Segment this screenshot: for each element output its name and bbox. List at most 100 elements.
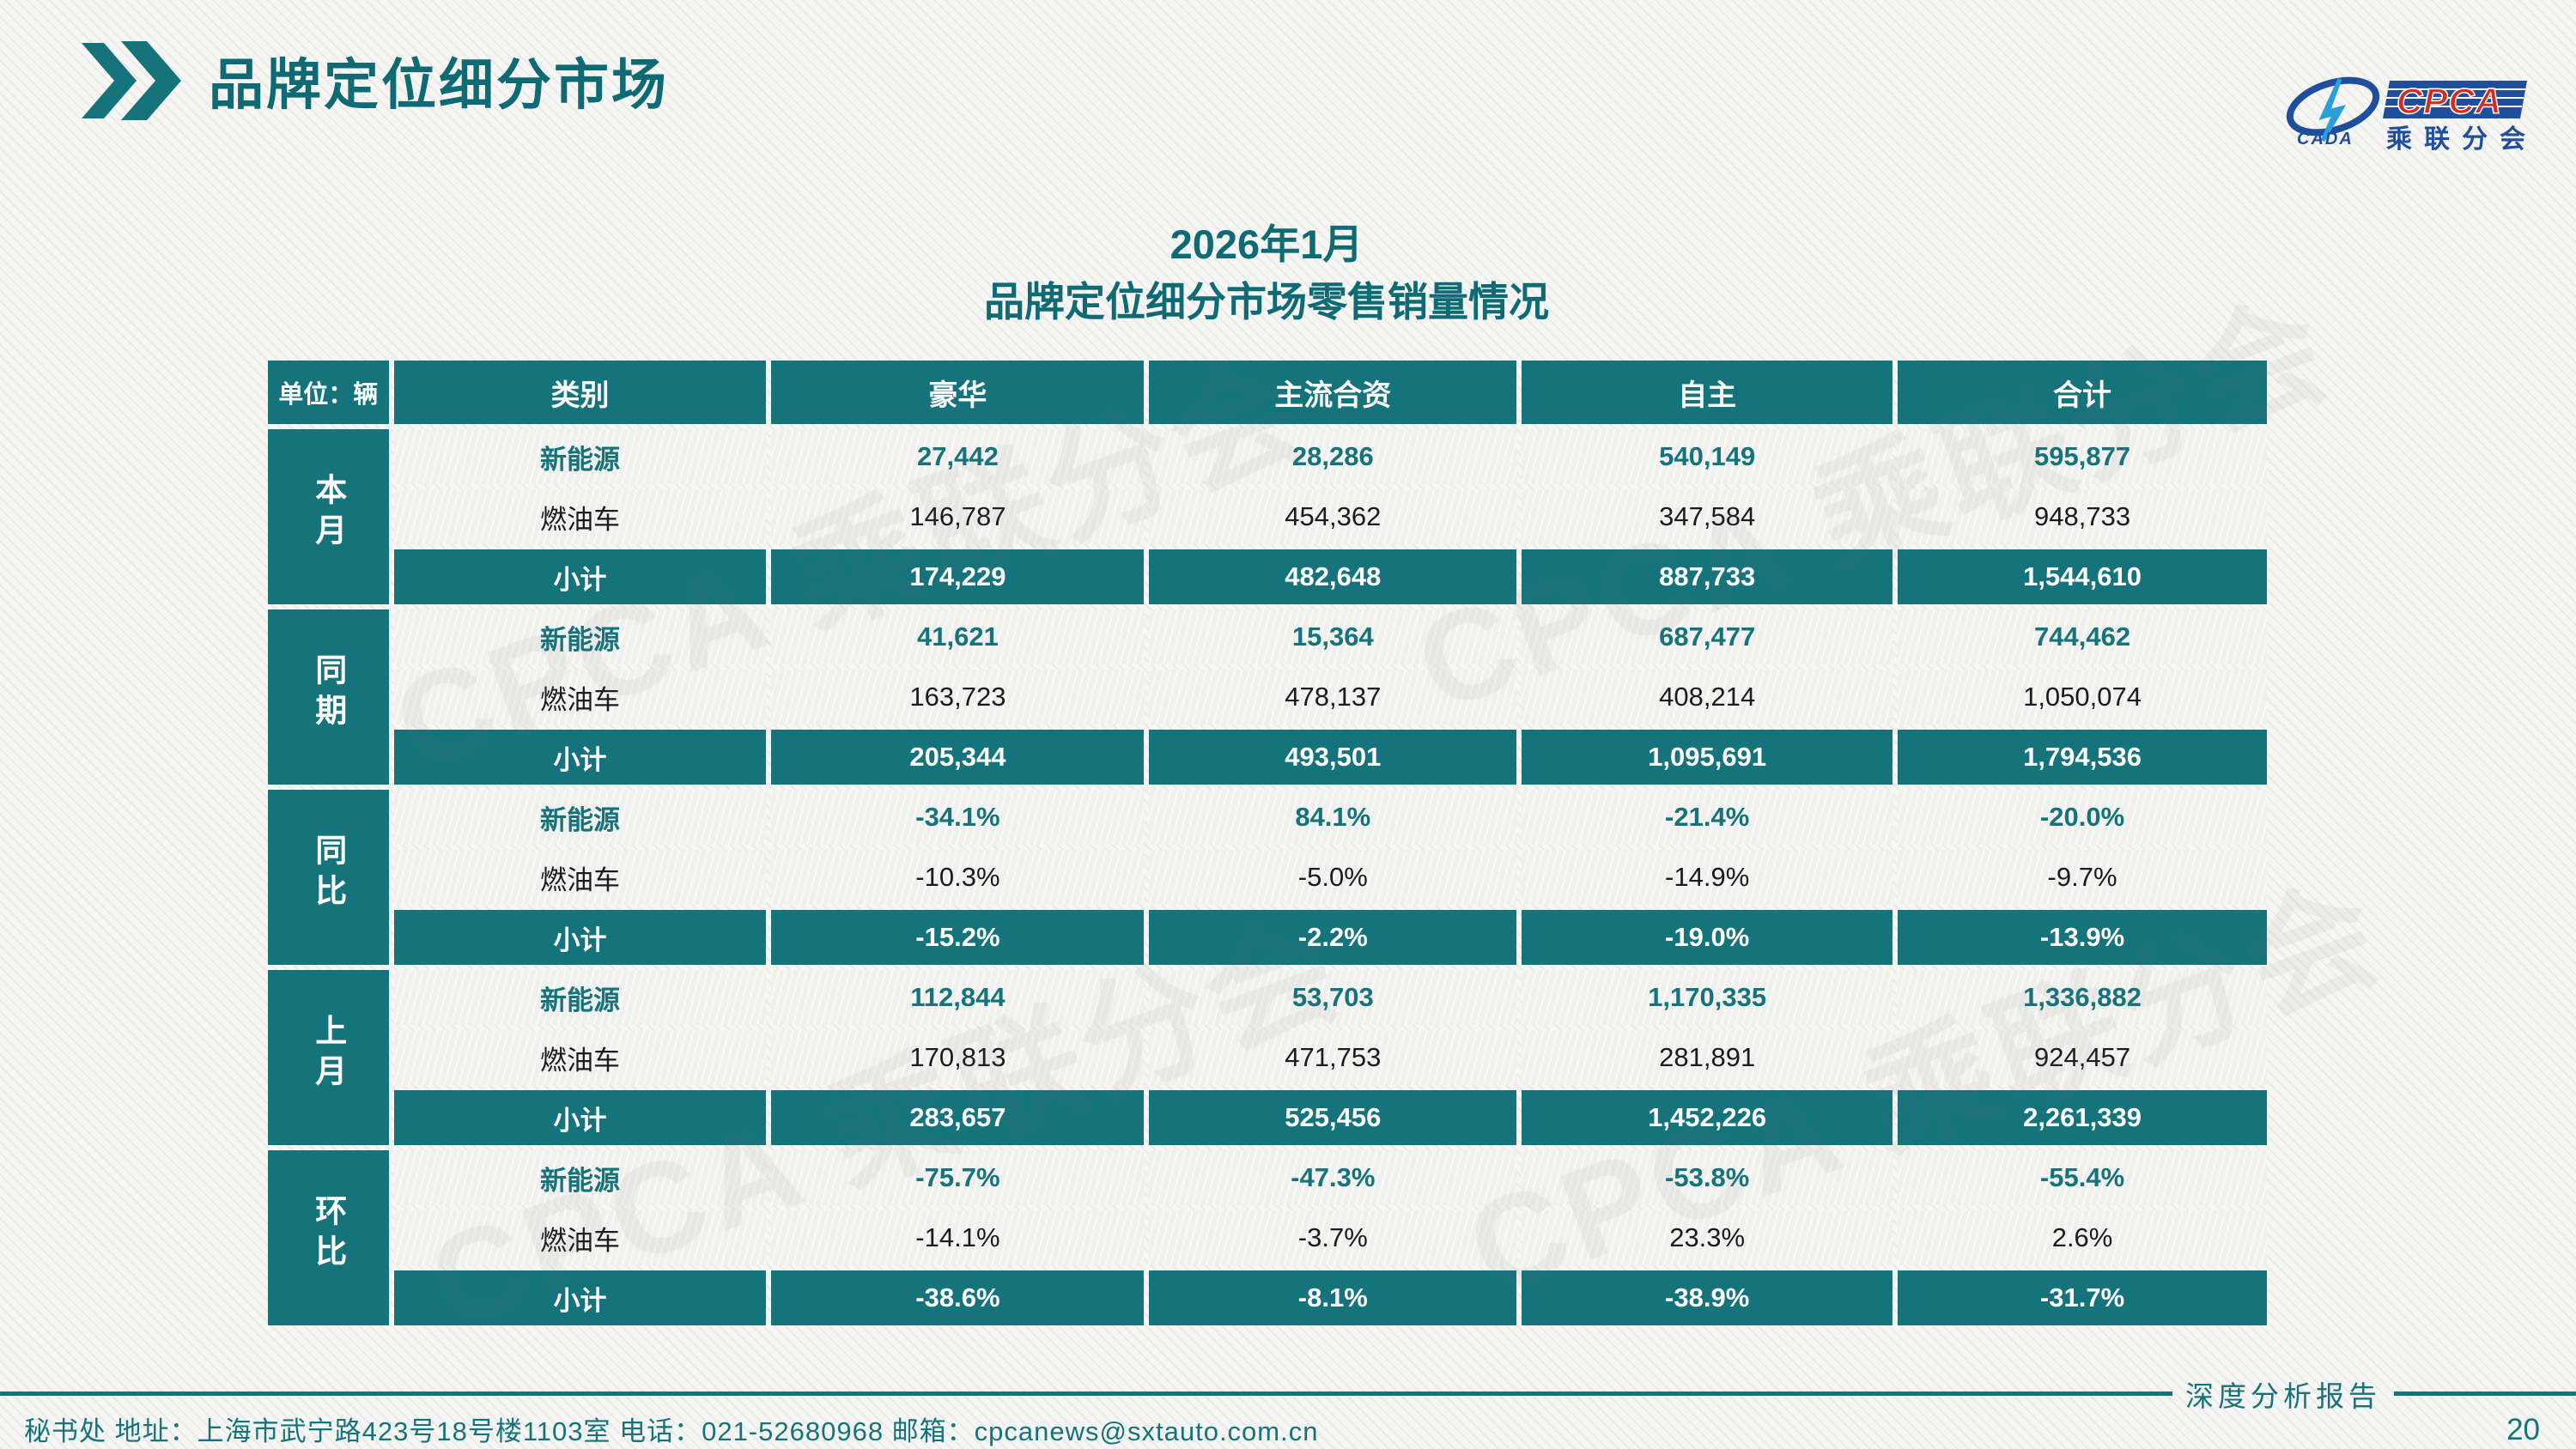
table-cell: -38.6% (771, 1270, 1145, 1325)
column-header: 类别 (393, 361, 767, 424)
cada-mark: CADA (2286, 76, 2380, 149)
row-label: 小计 (393, 910, 767, 965)
row-label: 燃油车 (393, 1030, 767, 1085)
table-cell: 2,261,339 (1898, 1090, 2267, 1145)
page-title: 品牌定位细分市场 (209, 54, 669, 116)
table-cell: 2.6% (1898, 1210, 2267, 1265)
table-cell: -9.7% (1898, 850, 2267, 905)
group-label: 本月 (268, 429, 389, 604)
row-label: 新能源 (393, 790, 767, 845)
table-cell: 281,891 (1522, 1030, 1893, 1085)
table-cell: -31.7% (1898, 1270, 2267, 1325)
table-cell: 205,344 (771, 730, 1145, 785)
table-cell: 84.1% (1149, 790, 1517, 845)
table-row: 环比 新能源 -75.7% -47.3% -53.8% -55.4% (268, 1150, 2267, 1325)
table-cell: 163,723 (771, 670, 1145, 724)
row-label: 小计 (393, 730, 767, 785)
column-header: 主流合资 (1149, 361, 1517, 424)
table-cell: 540,149 (1522, 429, 1893, 484)
row-label: 新能源 (393, 609, 767, 664)
table-row: 燃油车 -10.3% -5.0% -14.9% -9.7% (268, 850, 2267, 905)
column-header: 豪华 (771, 361, 1145, 424)
table-cell: 1,336,882 (1898, 970, 2267, 1025)
table-cell: -34.1% (771, 790, 1145, 845)
row-label: 新能源 (393, 970, 767, 1025)
row-label: 燃油车 (393, 489, 767, 544)
table-cell: 482,648 (1149, 549, 1517, 604)
cpca-mark: CPCA 乘联分会 (2383, 80, 2530, 154)
svg-text:乘联分会: 乘联分会 (2386, 125, 2530, 154)
table-row: 上月 新能源 112,844 53,703 1,170,335 1,336,882 (268, 970, 2267, 1145)
table-row: 小计 174,229 482,648 887,733 1,544,610 (268, 549, 2267, 604)
table-cell: -20.0% (1898, 790, 2267, 845)
group-label: 同比 (268, 790, 389, 965)
table-cell: 493,501 (1149, 730, 1517, 785)
row-label: 燃油车 (393, 670, 767, 724)
column-header: 合计 (1898, 361, 2267, 424)
row-label: 新能源 (393, 1150, 767, 1205)
row-label: 燃油车 (393, 850, 767, 905)
double-chevron-icon (82, 41, 183, 120)
table-cell: -10.3% (771, 850, 1145, 905)
row-label: 小计 (393, 549, 767, 604)
page-number: 20 (2506, 1413, 2540, 1446)
table-row: 小计 -38.6% -8.1% -38.9% -31.7% (268, 1270, 2267, 1325)
table-cell: -5.0% (1149, 850, 1517, 905)
column-header: 自主 (1522, 361, 1893, 424)
table-cell: 27,442 (771, 429, 1145, 484)
table-row: 小计 -15.2% -2.2% -19.0% -13.9% (268, 910, 2267, 965)
table-cell: -38.9% (1522, 1270, 1893, 1325)
table-row: 燃油车 146,787 454,362 347,584 948,733 (268, 489, 2267, 544)
table-cell: -8.1% (1149, 1270, 1517, 1325)
table-cell: 408,214 (1522, 670, 1893, 724)
table-cell: -19.0% (1522, 910, 1893, 965)
table-row: 燃油车 -14.1% -3.7% 23.3% 2.6% (268, 1210, 2267, 1265)
table-cell: 887,733 (1522, 549, 1893, 604)
table-cell: -14.1% (771, 1210, 1145, 1265)
table-cell: 478,137 (1149, 670, 1517, 724)
table-row: 同期 新能源 41,621 15,364 687,477 744,462 (268, 609, 2267, 785)
table-cell: -21.4% (1522, 790, 1893, 845)
table-cell: 1,794,536 (1898, 730, 2267, 785)
unit-label: 单位：辆 (268, 361, 389, 424)
table-row: 小计 283,657 525,456 1,452,226 2,261,339 (268, 1090, 2267, 1145)
table-cell: 347,584 (1522, 489, 1893, 544)
row-label: 新能源 (393, 429, 767, 484)
table-header-row: 单位：辆 类别 豪华 主流合资 自主 合计 (268, 361, 2267, 424)
table-cell: 170,813 (771, 1030, 1145, 1085)
table-row: 本月 新能源 27,442 28,286 540,149 595,877 (268, 429, 2267, 604)
table-cell: -2.2% (1149, 910, 1517, 965)
table-cell: 1,095,691 (1522, 730, 1893, 785)
table-row: 燃油车 163,723 478,137 408,214 1,050,074 (268, 670, 2267, 724)
report-label: 深度分析报告 (2185, 1379, 2381, 1413)
footer-rule-left (0, 1391, 2172, 1396)
table-cell: 687,477 (1522, 609, 1893, 664)
table-cell: 1,050,074 (1898, 670, 2267, 724)
row-label: 燃油车 (393, 1210, 767, 1265)
table-cell: 28,286 (1149, 429, 1517, 484)
table-cell: 283,657 (771, 1090, 1145, 1145)
table-cell: 53,703 (1149, 970, 1517, 1025)
svg-text:CPCA: CPCA (2397, 81, 2502, 121)
header: 品牌定位细分市场 (82, 41, 669, 120)
table-cell: -47.3% (1149, 1150, 1517, 1205)
table-cell: -53.8% (1522, 1150, 1893, 1205)
table-cell: -3.7% (1149, 1210, 1517, 1265)
table-title-line2: 品牌定位细分市场零售销量情况 (984, 278, 1549, 324)
table-cell: 1,452,226 (1522, 1090, 1893, 1145)
segment-table: 单位：辆 类别 豪华 主流合资 自主 合计 本月 新能源 27,442 28,286 540,1… (263, 355, 2272, 1331)
group-label: 上月 (268, 970, 389, 1145)
table-cell: 744,462 (1898, 609, 2267, 664)
group-label: 同期 (268, 609, 389, 785)
table-cell: 15,364 (1149, 609, 1517, 664)
table-cell: 112,844 (771, 970, 1145, 1025)
table-cell: 948,733 (1898, 489, 2267, 544)
table-cell: 454,362 (1149, 489, 1517, 544)
table-cell: 23.3% (1522, 1210, 1893, 1265)
svg-text:CADA: CADA (2297, 130, 2354, 149)
table-cell: 924,457 (1898, 1030, 2267, 1085)
cpca-logo: CADA CPCA 乘联分会 (2280, 74, 2530, 160)
table-cell: 595,877 (1898, 429, 2267, 484)
footer-contact: 秘书处 地址：上海市武宁路423号18号楼1103室 电话：021-526809… (24, 1416, 1319, 1446)
